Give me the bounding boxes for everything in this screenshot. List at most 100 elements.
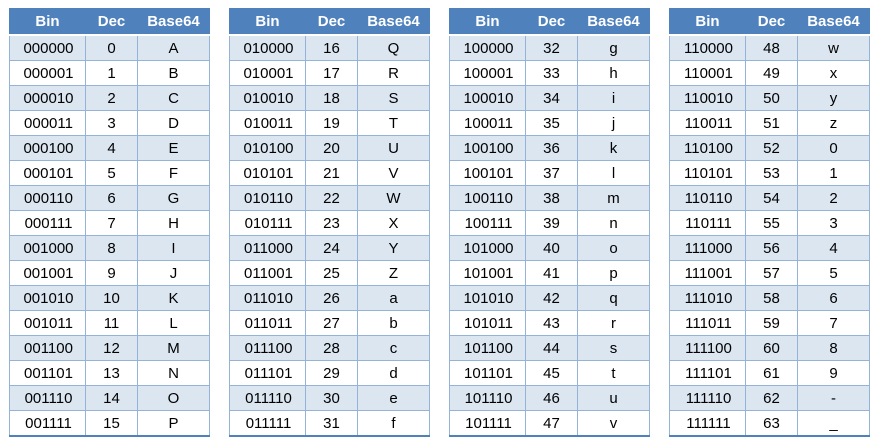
base64-cell: U <box>357 135 430 161</box>
dec-cell: 58 <box>745 285 798 311</box>
base64-cell: d <box>357 360 430 386</box>
header-dec: Dec <box>305 8 358 36</box>
bin-cell: 011110 <box>229 385 306 411</box>
base64-cell: B <box>137 60 210 86</box>
base64-cell: 3 <box>797 210 870 236</box>
base64-cell: m <box>577 185 650 211</box>
base64-cell: K <box>137 285 210 311</box>
header-dec: Dec <box>85 8 138 36</box>
bin-cell: 001010 <box>9 285 86 311</box>
base64-table-1: Bin Dec Base64 000000 0 A 000001 1 B 000010 2 C 0000… <box>9 8 210 437</box>
dec-cell: 10 <box>85 285 138 311</box>
table-row: 111110 62- <box>669 385 870 411</box>
bin-cell: 001000 <box>9 235 86 261</box>
header-base64: Base64 <box>797 8 870 36</box>
table-row: 101011 43 r <box>449 310 650 336</box>
dec-cell: 57 <box>745 260 798 286</box>
bin-cell: 010010 <box>229 85 306 111</box>
header-base64: Base64 <box>577 8 650 36</box>
dec-cell: 63 <box>745 410 798 437</box>
dec-cell: 15 <box>85 410 138 437</box>
bin-cell: 100100 <box>449 135 526 161</box>
base64-cell: X <box>357 210 430 236</box>
bin-cell: 100111 <box>449 210 526 236</box>
bin-cell: 101111 <box>449 410 526 437</box>
base64-cell: h <box>577 60 650 86</box>
table-row: 101001 41 p <box>449 260 650 286</box>
bin-cell: 110100 <box>669 135 746 161</box>
bin-cell: 101110 <box>449 385 526 411</box>
dec-cell: 18 <box>305 85 358 111</box>
bin-cell: 101011 <box>449 310 526 336</box>
bin-cell: 111111 <box>669 410 746 437</box>
dec-cell: 36 <box>525 135 578 161</box>
dec-cell: 60 <box>745 335 798 361</box>
base64-cell: l <box>577 160 650 186</box>
base64-cell: n <box>577 210 650 236</box>
dec-cell: 42 <box>525 285 578 311</box>
table-row: 100010 34 i <box>449 85 650 111</box>
bin-cell: 001111 <box>9 410 86 437</box>
bin-cell: 100101 <box>449 160 526 186</box>
base64-cell: D <box>137 110 210 136</box>
bin-cell: 111101 <box>669 360 746 386</box>
base64-cell: o <box>577 235 650 261</box>
table-row: 100110 38 m <box>449 185 650 211</box>
table-row: 110110 54 2 <box>669 185 870 211</box>
table-row: 001111 15 P <box>9 410 210 437</box>
bin-cell: 110001 <box>669 60 746 86</box>
bin-cell: 001011 <box>9 310 86 336</box>
base64-cell: J <box>137 260 210 286</box>
bin-cell: 010011 <box>229 110 306 136</box>
header-dec: Dec <box>525 8 578 36</box>
base64-cell: u <box>577 385 650 411</box>
bin-cell: 101001 <box>449 260 526 286</box>
bin-cell: 110010 <box>669 85 746 111</box>
bin-cell: 000010 <box>9 85 86 111</box>
dec-cell: 46 <box>525 385 578 411</box>
dec-cell: 7 <box>85 210 138 236</box>
dec-cell: 24 <box>305 235 358 261</box>
table-row: 000000 0 A <box>9 34 210 61</box>
dec-cell: 25 <box>305 260 358 286</box>
table-row: 111011 59 7 <box>669 310 870 336</box>
header-dec: Dec <box>745 8 798 36</box>
table-row: 011101 29 d <box>229 360 430 386</box>
base64-cell: a <box>357 285 430 311</box>
bin-cell: 011100 <box>229 335 306 361</box>
dec-cell: 52 <box>745 135 798 161</box>
bin-cell: 010110 <box>229 185 306 211</box>
table-row: 010010 18 S <box>229 85 430 111</box>
base64-cell: Y <box>357 235 430 261</box>
dec-cell: 2 <box>85 85 138 111</box>
base64-cell: O <box>137 385 210 411</box>
base64-cell: S <box>357 85 430 111</box>
dec-cell: 49 <box>745 60 798 86</box>
base64-cell: H <box>137 210 210 236</box>
table-row: 110010 50 y <box>669 85 870 111</box>
table-row: 101110 46 u <box>449 385 650 411</box>
table-row: 011110 30 e <box>229 385 430 411</box>
bin-cell: 000100 <box>9 135 86 161</box>
table-row: 100101 37 l <box>449 160 650 186</box>
table-row: 011000 24 Y <box>229 235 430 261</box>
table-row: 010101 21 V <box>229 160 430 186</box>
table-row: 111100 60 8 <box>669 335 870 361</box>
base64-cell: R <box>357 60 430 86</box>
table-row: 001110 14 O <box>9 385 210 411</box>
table-row: 001101 13 N <box>9 360 210 386</box>
dec-cell: 31 <box>305 410 358 437</box>
base64-cell: 7 <box>797 310 870 336</box>
dec-cell: 1 <box>85 60 138 86</box>
dec-cell: 50 <box>745 85 798 111</box>
base64-table-4: Bin Dec Base64 110000 48 w 110001 49 x 110010 50 y 1… <box>669 8 870 437</box>
header-bin: Bin <box>669 8 746 36</box>
base64-cell: p <box>577 260 650 286</box>
base64-cell: r <box>577 310 650 336</box>
base64-cell: 8 <box>797 335 870 361</box>
table-row: 001010 10 K <box>9 285 210 311</box>
table-row: 111001 57 5 <box>669 260 870 286</box>
dec-cell: 53 <box>745 160 798 186</box>
bin-cell: 010100 <box>229 135 306 161</box>
dec-cell: 55 <box>745 210 798 236</box>
